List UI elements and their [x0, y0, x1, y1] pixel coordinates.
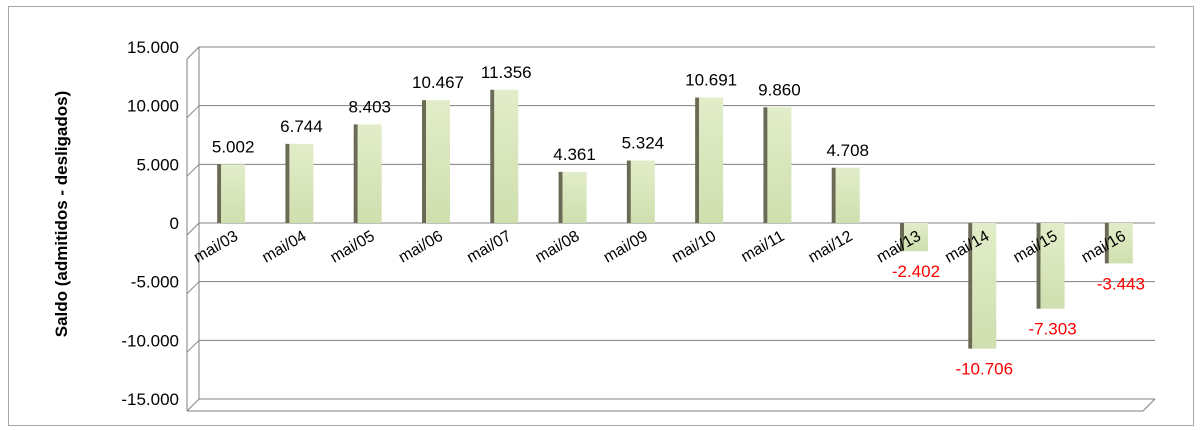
data-labels: 5.002 6.744 8.403 10.467 11.356 4.361 5.324 10.… — [212, 63, 1145, 379]
bar — [904, 223, 928, 252]
gridline-side — [186, 46, 200, 60]
data-label: 9.860 — [758, 80, 801, 99]
x-tick-label: mai/04 — [259, 228, 309, 267]
data-label: 5.324 — [622, 134, 665, 153]
bar-side — [558, 171, 563, 223]
y-tick-label: -15.000 — [121, 390, 179, 409]
bar-side — [1036, 223, 1041, 309]
data-label: 6.744 — [280, 117, 323, 136]
bar — [972, 223, 997, 349]
bar-side — [422, 100, 426, 223]
x-tick-label: mai/12 — [806, 228, 856, 267]
bar-side — [900, 223, 904, 252]
data-label: -10.706 — [955, 360, 1013, 379]
gridline-side — [186, 339, 200, 353]
bar — [767, 107, 792, 223]
gridline-side — [186, 222, 200, 236]
data-label: -3.443 — [1097, 274, 1145, 293]
x-tick-label: mai/05 — [328, 228, 378, 267]
bar — [221, 164, 246, 223]
bar-side — [353, 124, 358, 223]
data-label: 11.356 — [481, 63, 532, 82]
bar — [1040, 223, 1065, 309]
gridline-side — [186, 163, 200, 177]
y-tick-label: 10.000 — [127, 97, 179, 116]
y-axis-ticks: 15.000 10.000 5.000 0 -5.000 -10.000 -15.000 — [121, 38, 179, 409]
y-tick-label: -5.000 — [131, 273, 179, 292]
data-label: -2.402 — [892, 262, 940, 281]
bar-side — [1104, 223, 1109, 264]
gridline-side — [186, 105, 200, 119]
y-tick-label: 5.000 — [136, 155, 179, 174]
bar — [289, 143, 314, 223]
data-label: 10.467 — [412, 73, 464, 92]
data-label: 4.361 — [553, 145, 596, 164]
bar — [562, 171, 587, 223]
bar — [1108, 223, 1133, 264]
data-label: 10.691 — [685, 71, 737, 90]
x-tick-label: mai/11 — [738, 228, 787, 266]
gridline-side — [186, 281, 200, 295]
bar-side — [626, 160, 631, 223]
data-label: 5.002 — [212, 137, 255, 156]
x-tick-label: mai/10 — [669, 228, 719, 267]
bar — [494, 89, 519, 224]
bar — [357, 124, 382, 223]
y-axis-title: Saldo (admitidos - desligados) — [52, 91, 71, 338]
bar-side — [695, 97, 700, 223]
bar-side — [763, 107, 768, 223]
bar-side — [490, 89, 495, 224]
x-tick-label: mai/08 — [532, 228, 582, 267]
bar — [699, 97, 724, 223]
data-label: 4.708 — [826, 141, 869, 160]
bar-chart: 15.000 10.000 5.000 0 -5.000 -10.000 -15.000 5… — [52, 38, 1156, 412]
bar-side — [217, 164, 222, 223]
data-label: -7.303 — [1028, 320, 1076, 339]
bar-side — [285, 143, 290, 223]
y-tick-label: 0 — [170, 214, 179, 233]
y-tick-label: 15.000 — [127, 38, 179, 57]
gridlines — [186, 46, 1156, 412]
x-tick-label: mai/07 — [464, 228, 514, 267]
bar-side — [831, 167, 836, 223]
bar — [630, 160, 655, 223]
bar — [835, 167, 860, 223]
floor-right-edge — [1142, 398, 1156, 412]
data-label: 8.403 — [348, 97, 391, 116]
bars — [217, 89, 1133, 349]
bar-side — [968, 223, 973, 349]
x-tick-label: mai/09 — [601, 228, 651, 267]
gridline-side — [186, 398, 200, 412]
chart-frame: 15.000 10.000 5.000 0 -5.000 -10.000 -15.000 5… — [8, 6, 1194, 426]
bar — [426, 100, 450, 223]
x-tick-label: mai/06 — [396, 228, 446, 267]
y-tick-label: -10.000 — [121, 331, 179, 350]
